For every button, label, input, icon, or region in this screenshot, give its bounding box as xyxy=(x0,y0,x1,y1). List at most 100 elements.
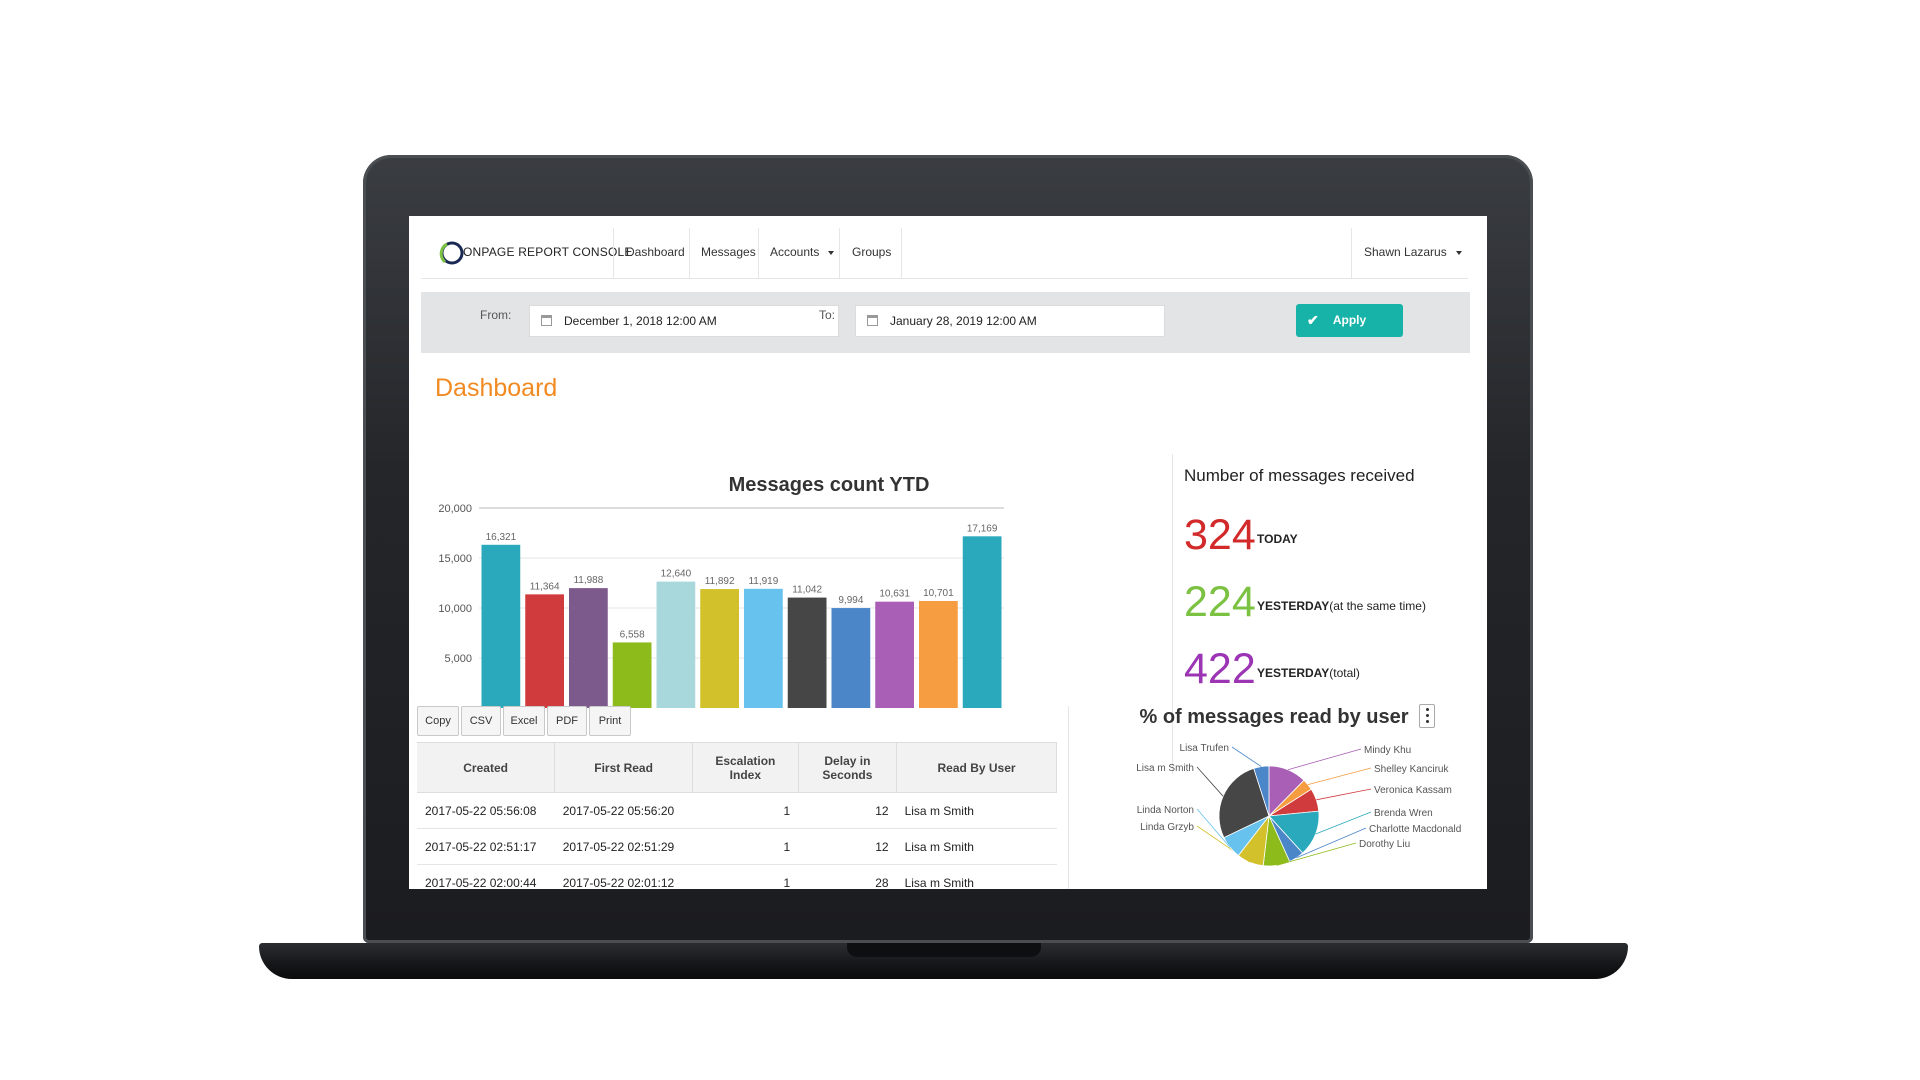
bar-value-label: 11,892 xyxy=(705,576,735,587)
column-header-delay[interactable]: Delay in Seconds xyxy=(798,742,898,793)
bar[interactable] xyxy=(831,608,871,708)
onpage-logo-icon xyxy=(439,241,464,265)
from-date-input[interactable]: December 1, 2018 12:00 AM xyxy=(529,305,839,337)
cell-read-by: Lisa m Smith xyxy=(896,864,1057,889)
pie-slice[interactable] xyxy=(1218,767,1270,839)
pie-connector xyxy=(1316,788,1372,801)
stats-title: Number of messages received xyxy=(1184,466,1415,485)
bar[interactable] xyxy=(481,544,521,708)
pie-connector xyxy=(1276,842,1357,866)
pdf-button[interactable]: PDF xyxy=(547,706,587,736)
cell-read-by: Lisa m Smith xyxy=(896,792,1057,829)
cell-escalation: 1 xyxy=(692,864,799,889)
bar[interactable] xyxy=(962,536,1002,708)
column-header-created[interactable]: Created xyxy=(417,742,556,793)
y-tick-label: 10,000 xyxy=(438,603,472,615)
csv-button[interactable]: CSV xyxy=(461,706,501,736)
header-text: Delay in xyxy=(824,753,871,768)
messages-bar-chart: 20,000 15,000 10,000 5,000 16,321 11,364 11,98… xyxy=(438,503,1004,708)
stat-yesterday-suffix: (at the same time) xyxy=(1329,599,1426,613)
y-tick-label: 5,000 xyxy=(444,653,472,665)
bar[interactable] xyxy=(612,642,652,708)
bar[interactable] xyxy=(525,594,564,708)
bar[interactable] xyxy=(569,588,608,708)
table-row: 2017-05-22 02:00:44 2017-05-22 02:01:12 … xyxy=(417,864,1057,889)
bar[interactable] xyxy=(656,581,696,708)
bar-value-label: 11,988 xyxy=(573,575,603,586)
user-menu-dropdown[interactable]: Shawn Lazarus xyxy=(1364,245,1462,259)
header-text: Index xyxy=(729,767,762,782)
pie-connector xyxy=(1196,808,1231,848)
pie-connector xyxy=(1296,827,1367,859)
pie-connector xyxy=(1196,766,1224,797)
bar[interactable] xyxy=(700,589,739,708)
cell-first-read: 2017-05-22 05:56:20 xyxy=(554,792,693,829)
pie-chart-title: % of messages read by user xyxy=(1139,706,1409,728)
bar-value-label: 11,919 xyxy=(748,576,778,587)
cell-created: 2017-05-22 02:00:44 xyxy=(417,864,555,889)
caret-down-icon xyxy=(1455,250,1462,255)
chart-menu-icon[interactable] xyxy=(1419,704,1435,728)
pie-connector xyxy=(1287,748,1362,771)
print-button[interactable]: Print xyxy=(589,706,631,736)
bar-value-label: 12,640 xyxy=(661,569,692,580)
header-text: Seconds xyxy=(822,767,873,782)
cell-delay: 28 xyxy=(798,864,897,889)
column-header-read-by-user[interactable]: Read By User xyxy=(896,742,1057,793)
stats-divider xyxy=(1172,454,1173,774)
stat-total-value: 422 xyxy=(1184,645,1256,693)
cell-delay: 12 xyxy=(798,792,897,829)
column-header-first-read[interactable]: First Read xyxy=(554,742,693,793)
nav-dashboard[interactable]: Dashboard xyxy=(626,245,685,259)
y-tick-label: 15,000 xyxy=(438,553,472,565)
pie-label: Charlotte Macdonald xyxy=(1369,824,1461,835)
app-screen: ONPAGE REPORT CONSOLE Dashboard Messages… xyxy=(409,216,1487,889)
bar-chart-title: Messages count YTD xyxy=(728,474,930,496)
stat-total-label-text: YESTERDAY xyxy=(1257,666,1330,680)
navbar: ONPAGE REPORT CONSOLE Dashboard Messages… xyxy=(421,228,1468,279)
stat-yesterday-label: YESTERDAY(at the same time) xyxy=(1257,599,1426,613)
messages-table: Created First Read Escalation Index Delay… xyxy=(417,742,1057,889)
header-text: Escalation xyxy=(715,753,776,768)
column-header-escalation-index[interactable]: Escalation Index xyxy=(692,742,799,793)
stat-today-value: 324 xyxy=(1184,511,1256,559)
laptop-notch xyxy=(847,943,1041,957)
caret-down-icon xyxy=(828,250,835,255)
pie-divider xyxy=(1068,706,1069,889)
cell-created: 2017-05-22 05:56:08 xyxy=(417,792,555,829)
to-date-input[interactable]: January 28, 2019 12:00 AM xyxy=(855,305,1165,337)
stat-today-label: TODAY xyxy=(1257,532,1298,546)
nav-divider xyxy=(901,228,902,278)
nav-divider xyxy=(689,228,690,278)
cell-first-read: 2017-05-22 02:51:29 xyxy=(554,828,693,865)
nav-groups[interactable]: Groups xyxy=(852,245,892,259)
header-text: Created xyxy=(463,760,508,775)
stat-total-label: YESTERDAY(total) xyxy=(1257,666,1360,680)
bar-value-label: 6,558 xyxy=(620,629,645,640)
bar-value-label: 9,994 xyxy=(838,595,863,606)
bar[interactable] xyxy=(875,601,914,708)
bar-value-label: 11,042 xyxy=(792,585,822,596)
pie-label: Brenda Wren xyxy=(1374,808,1433,819)
bar-value-label: 10,631 xyxy=(879,589,910,600)
user-name: Shawn Lazarus xyxy=(1364,245,1447,259)
cell-first-read: 2017-05-22 02:01:12 xyxy=(554,864,693,889)
bar[interactable] xyxy=(919,600,958,708)
pie-label: Dorothy Liu xyxy=(1359,839,1410,850)
stat-total-suffix: (total) xyxy=(1329,666,1360,680)
cell-escalation: 1 xyxy=(692,828,799,865)
apply-button[interactable]: ✔ Apply xyxy=(1296,304,1403,337)
nav-divider xyxy=(1351,228,1352,278)
pie-slice[interactable] xyxy=(1253,765,1270,817)
bar[interactable] xyxy=(744,588,783,708)
from-label: From: xyxy=(480,308,512,322)
pie-label: Lisa Trufen xyxy=(1180,743,1229,754)
table-header-row: Created First Read Escalation Index Delay… xyxy=(417,742,1057,793)
excel-button[interactable]: Excel xyxy=(503,706,545,736)
bar[interactable] xyxy=(787,597,827,708)
nav-accounts-dropdown[interactable]: Accounts xyxy=(770,245,835,259)
copy-button[interactable]: Copy xyxy=(417,706,459,736)
brand-name[interactable]: ONPAGE REPORT CONSOLE xyxy=(463,245,633,259)
pie-label: Veronica Kassam xyxy=(1374,785,1452,796)
nav-messages[interactable]: Messages xyxy=(701,245,756,259)
